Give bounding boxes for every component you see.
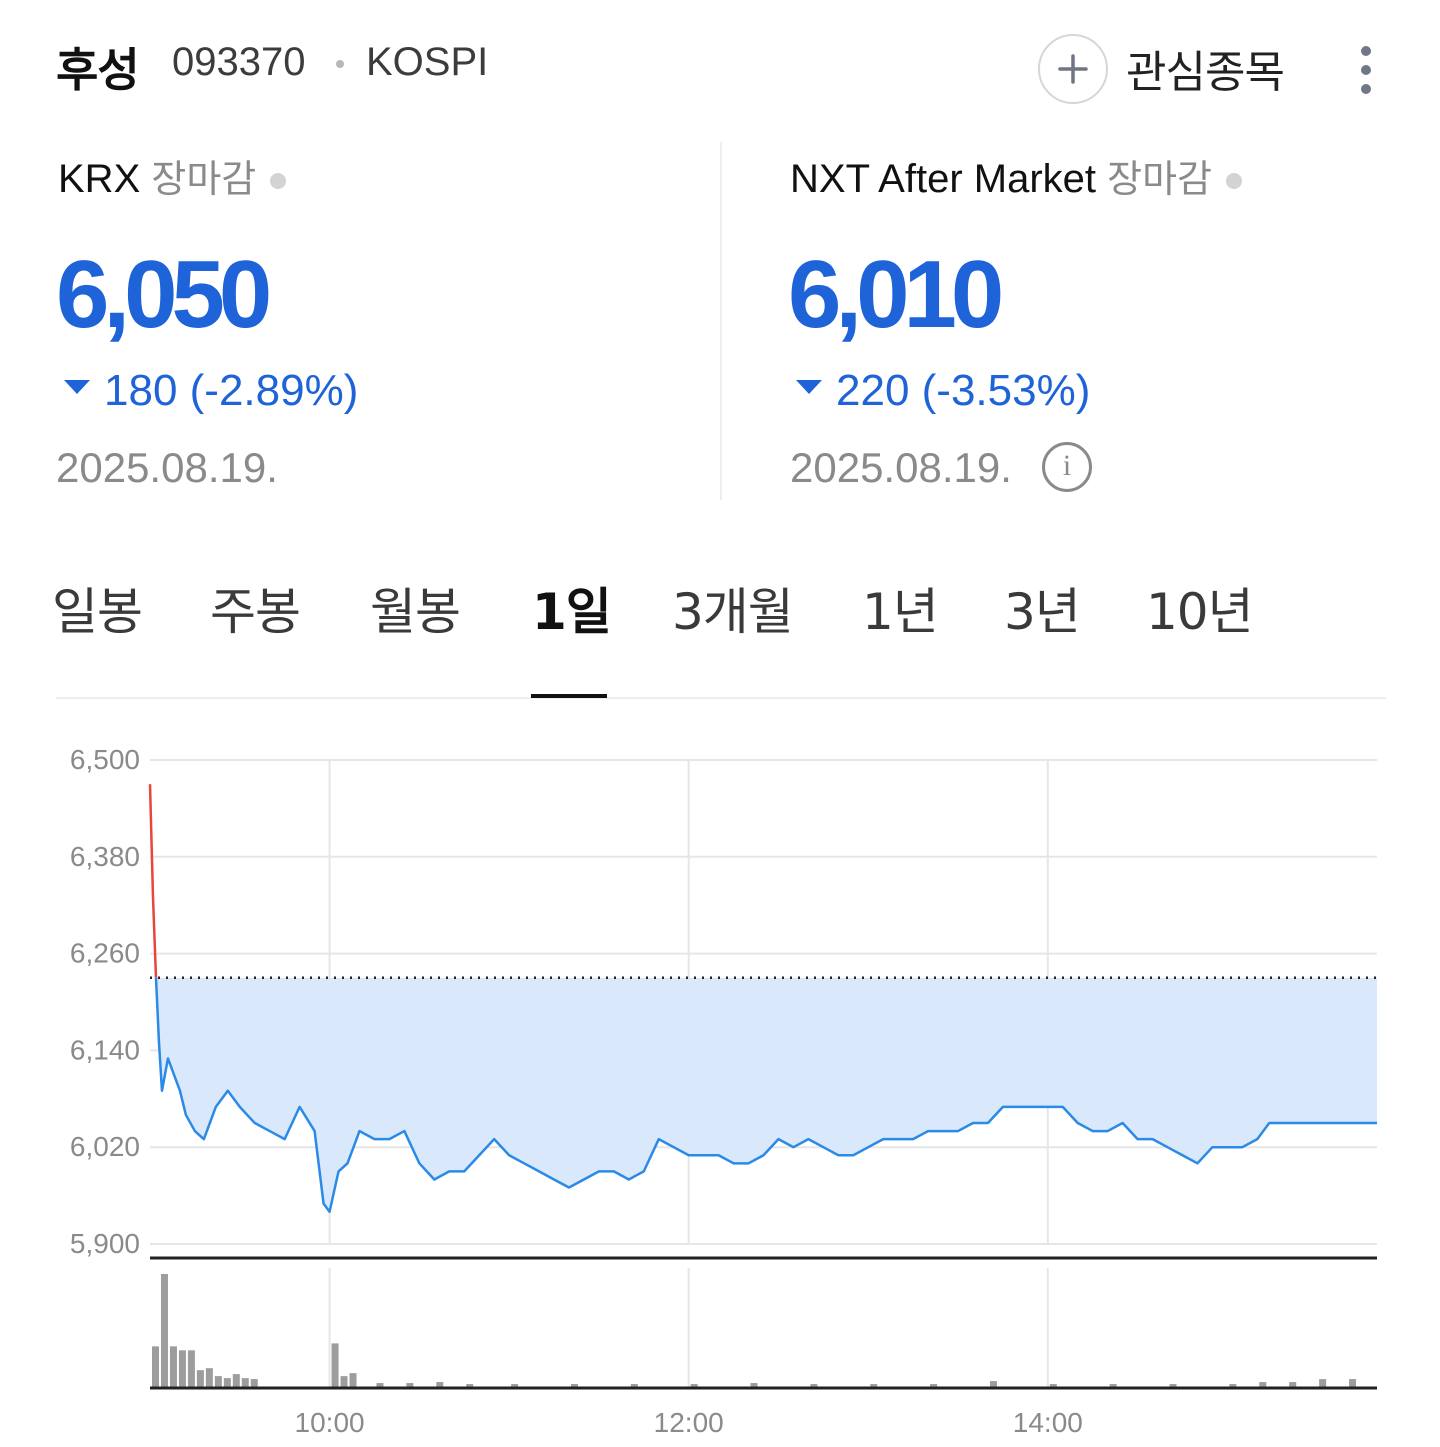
market-name: KOSPI xyxy=(366,40,489,84)
x-tick-label: 12:00 xyxy=(654,1407,724,1438)
intraday-chart[interactable]: 6,500 6,380 6,260 6,140 6,020 5,900 10:00 12:00… xyxy=(0,720,1440,1447)
nxt-venue: NXT After Market xyxy=(790,157,1097,201)
nxt-status-line: NXT After Market 장마감 xyxy=(790,148,1243,203)
nxt-status: 장마감 xyxy=(1107,157,1213,201)
volume-bar xyxy=(1349,1379,1357,1388)
tab-10years[interactable]: 10년 xyxy=(1146,583,1254,641)
y-tick-label: 6,380 xyxy=(70,841,140,872)
krx-status: 장마감 xyxy=(151,157,257,201)
tab-monthly[interactable]: 월봉 xyxy=(370,583,461,641)
volume-bar xyxy=(750,1383,758,1388)
volume-bar xyxy=(196,1370,204,1388)
volume-bar xyxy=(1109,1384,1117,1388)
volume-bar xyxy=(1289,1382,1297,1388)
x-tick-label: 14:00 xyxy=(1013,1407,1083,1438)
volume-bar xyxy=(930,1384,938,1388)
krx-status-line: KRX 장마감 xyxy=(58,148,287,203)
krx-date: 2025.08.19. xyxy=(56,444,278,491)
separator-dot xyxy=(336,60,344,68)
watchlist-label[interactable]: 관심종목 xyxy=(1126,47,1285,98)
price-line-above-reference xyxy=(148,784,158,978)
volume-bar xyxy=(232,1374,240,1388)
x-tick-label: 10:00 xyxy=(295,1407,365,1438)
status-dot-icon xyxy=(270,173,287,190)
status-dot-icon xyxy=(1226,173,1243,190)
volume-bar xyxy=(870,1384,878,1388)
volume-bar xyxy=(178,1350,186,1388)
volume-bar xyxy=(406,1383,414,1388)
volume-bar xyxy=(466,1384,474,1388)
volume-bar xyxy=(1319,1379,1327,1388)
volume-bar xyxy=(205,1368,213,1388)
nxt-change: 220 (-3.53%) xyxy=(796,366,1090,416)
y-tick-label: 6,500 xyxy=(70,744,140,775)
plus-icon xyxy=(1058,54,1088,84)
stock-code: 093370 xyxy=(172,40,306,84)
krx-change: 180 (-2.89%) xyxy=(64,366,358,416)
below-reference-area xyxy=(155,977,1378,1212)
more-options-icon[interactable] xyxy=(1352,44,1380,96)
y-tick-label: 6,020 xyxy=(70,1131,140,1162)
volume-bar xyxy=(1259,1382,1267,1388)
krx-venue: KRX xyxy=(58,157,141,201)
down-triangle-icon xyxy=(796,380,822,395)
active-tab-indicator xyxy=(531,694,607,698)
nxt-price: 6,010 xyxy=(788,241,1004,348)
y-tick-label: 5,900 xyxy=(70,1228,140,1259)
volume-bar xyxy=(1049,1384,1057,1388)
volume-bar xyxy=(214,1376,222,1388)
volume-bar xyxy=(989,1381,997,1388)
column-divider xyxy=(720,142,722,500)
volume-bar xyxy=(810,1384,818,1388)
nxt-change-value: 220 (-3.53%) xyxy=(836,366,1091,415)
price-line xyxy=(154,977,1377,1213)
volume-bar xyxy=(630,1384,638,1388)
tab-1day[interactable]: 1일 xyxy=(532,583,612,641)
volume-bar xyxy=(169,1346,177,1388)
volume-bar xyxy=(152,1346,159,1388)
volume-bar xyxy=(511,1384,519,1388)
volume-bar xyxy=(1169,1384,1177,1388)
volume-bar xyxy=(690,1384,698,1388)
info-icon[interactable]: i xyxy=(1042,442,1092,492)
add-watchlist-button[interactable] xyxy=(1038,34,1108,104)
volume-bar xyxy=(187,1350,195,1388)
volume-bar xyxy=(436,1382,444,1388)
volume-bar xyxy=(250,1379,258,1388)
volume-bar xyxy=(223,1378,231,1388)
tab-weekly[interactable]: 주봉 xyxy=(210,583,301,641)
krx-change-value: 180 (-2.89%) xyxy=(104,366,359,415)
tab-3months[interactable]: 3개월 xyxy=(672,583,794,641)
volume-bar xyxy=(340,1376,348,1388)
y-tick-label: 6,260 xyxy=(70,938,140,969)
y-tick-label: 6,140 xyxy=(70,1034,140,1065)
volume-bar xyxy=(349,1373,357,1388)
stock-name: 후성 xyxy=(56,43,140,97)
down-triangle-icon xyxy=(64,380,90,395)
volume-bar xyxy=(570,1384,578,1388)
volume-bar xyxy=(1229,1384,1237,1388)
volume-bar xyxy=(376,1383,384,1388)
volume-bar xyxy=(160,1274,168,1388)
tab-daily[interactable]: 일봉 xyxy=(52,583,143,641)
tab-bar-rule xyxy=(56,697,1386,699)
tab-1year[interactable]: 1년 xyxy=(862,583,939,641)
volume-bar xyxy=(331,1343,339,1388)
nxt-date: 2025.08.19. xyxy=(790,444,1012,491)
krx-price: 6,050 xyxy=(56,241,272,348)
tab-3years[interactable]: 3년 xyxy=(1004,583,1081,641)
volume-bar xyxy=(241,1378,249,1388)
